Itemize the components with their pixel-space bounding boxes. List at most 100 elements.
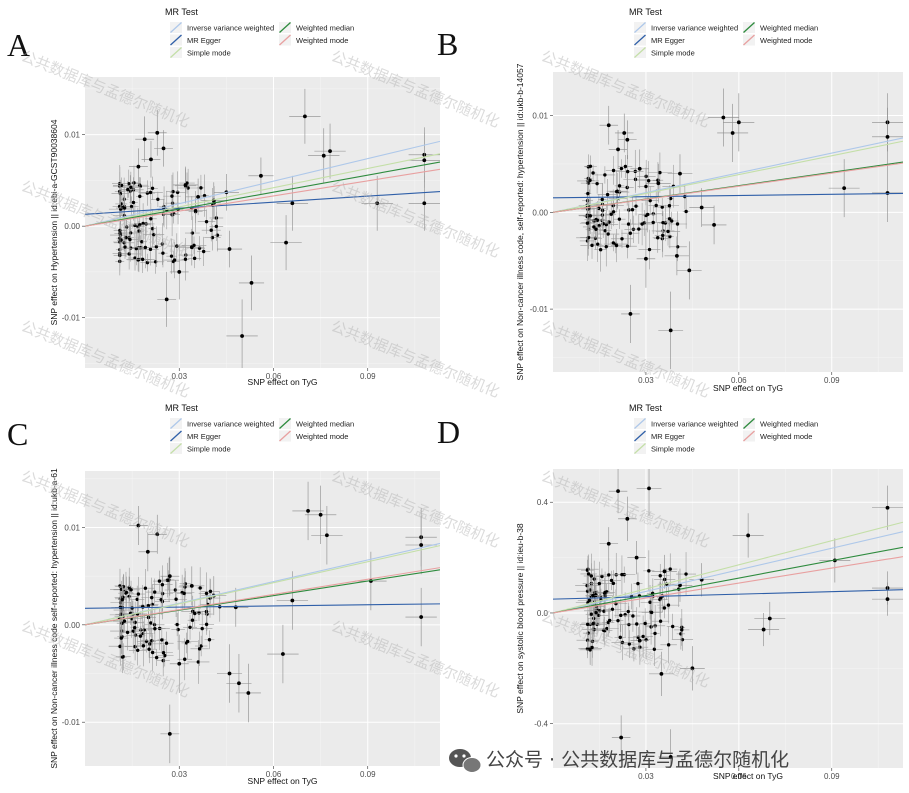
snp-point [197,209,216,234]
legend-key-line [634,443,646,454]
panel-letter: B [437,26,458,62]
snp-point [667,211,688,237]
snp-point [638,196,657,233]
snp-point [276,175,309,231]
snp-point [238,255,265,311]
snp-point [663,553,678,585]
legend-label: Inverse variance weighted [187,420,274,429]
snp-dot [646,179,651,183]
snp-point [664,211,679,231]
snp-point [578,197,602,235]
snp-point [177,623,198,660]
snp-point [191,611,213,646]
snp-dot [590,639,595,644]
legend-item-inverse-variance-weighted: Inverse variance weighted [634,22,738,33]
snp-point [610,170,624,213]
snp-point [136,569,155,608]
snp-dot [135,597,139,602]
snp-point [633,615,653,658]
snp-point [647,152,673,193]
snp-dot [173,588,178,592]
snp-dot [290,598,295,603]
snp-dot [611,241,616,245]
snp-point [160,704,180,764]
snp-point [599,527,619,561]
y-tick-label: 0.00 [532,208,548,217]
mr-line-mr-egger [553,192,903,199]
snp-dot [668,328,673,333]
snp-point [141,577,163,618]
snp-dot [136,523,141,528]
snp-dot [154,244,159,249]
snp-dot [119,636,124,640]
snp-point [676,552,697,596]
snp-point [146,249,165,274]
snp-point [146,578,164,606]
snp-point [112,610,137,633]
snp-dot [281,652,285,656]
snp-dot [284,240,288,245]
snp-dot [189,245,194,250]
y-tick-label: -0.4 [534,720,548,729]
y-tick-label: 0.01 [64,523,80,532]
snp-point [226,299,258,368]
snp-dot [635,622,639,626]
snp-dot [634,204,638,208]
legend-item-weighted-median: Weighted median [743,22,818,33]
x-tick-label: 0.06 [266,372,282,381]
footer-watermark: 公众号 · 公共数据库与孟德尔随机化 [449,749,789,773]
snp-dot [592,225,596,229]
legend-label: MR Egger [651,36,685,45]
snp-dot [192,256,197,261]
snp-point [226,654,252,713]
snp-point [128,506,148,545]
snp-point [181,237,190,281]
snp-dot [647,569,651,573]
wechat-eye [462,754,466,758]
snp-dot [148,247,153,252]
legend-key-line [743,22,755,33]
snp-dot [325,533,329,538]
legend-key-line [634,34,646,46]
snp-point [130,585,145,614]
mr-line-weighted-mode [553,556,903,614]
snp-dot [149,157,153,162]
snp-point [618,234,637,259]
legend-label: Weighted median [296,420,354,429]
snp-dot [641,634,645,639]
snp-dot [150,595,154,600]
snp-dot [597,581,602,586]
legend-label: Simple mode [187,445,231,454]
snp-point [141,640,157,658]
snp-dot [666,603,671,607]
snp-dot [596,242,600,246]
snp-dot [124,590,129,595]
legend-label: Weighted mode [760,432,812,441]
snp-dot [625,244,630,248]
snp-dot [375,201,380,206]
snp-dot [129,246,133,250]
snp-point [216,644,243,703]
x-tick-label: 0.06 [266,770,282,779]
snp-point [585,166,595,194]
y-tick-label: 0.01 [532,112,548,121]
legend-label: MR Egger [187,432,221,441]
snp-point [618,496,637,541]
snp-dot [422,158,427,163]
y-axis-title: SNP effect on systolic blood pressure ||… [515,523,525,714]
snp-point [201,579,220,604]
snp-dot [122,206,127,210]
legend-label: Weighted mode [296,36,348,45]
snp-dot [675,222,680,226]
snp-dot [609,212,613,216]
legend-item-inverse-variance-weighted: Inverse variance weighted [170,22,274,33]
snp-dot [136,648,140,652]
snp-dot [185,639,190,644]
snp-dot [616,618,620,623]
snp-dot [240,334,244,338]
snp-point [872,485,903,530]
snp-point [143,225,165,244]
snp-point [308,128,340,184]
snp-dot [155,130,160,135]
